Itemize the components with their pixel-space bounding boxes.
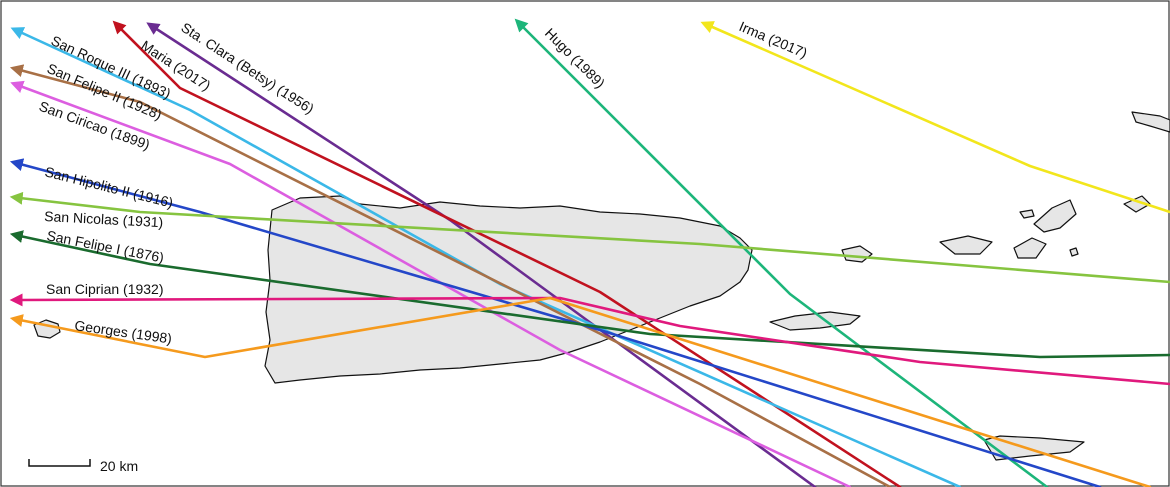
track-san-ciriaco: [10, 80, 852, 487]
track-san-roque: [10, 27, 962, 487]
st-john-island: [1013, 237, 1047, 259]
vieques-island: [769, 311, 861, 331]
track-san-nicolas: [9, 191, 1170, 284]
scale-bar-label: 20 km: [100, 458, 138, 474]
track-san-ciprian: [9, 293, 1170, 386]
scale-bar: 20 km: [28, 458, 138, 474]
land-masses: [33, 111, 1170, 461]
track-maria: [112, 20, 902, 487]
st-thomas-island: [939, 235, 993, 255]
scale-bar-line: [28, 459, 91, 467]
islet-small-2: [1069, 247, 1079, 257]
track-hugo: [514, 18, 1049, 487]
track-san-felipe-ii: [9, 64, 892, 487]
label-san-nicolas: San Nicolas (1931): [44, 208, 164, 230]
track-georges: [9, 296, 1152, 487]
hurricane-tracks: [9, 18, 1170, 487]
puerto-rico-island: [264, 195, 753, 384]
track-san-hipolito: [9, 158, 1102, 487]
track-san-felipe-i: [9, 230, 1170, 359]
anegada-island: [1131, 111, 1170, 133]
label-san-ciprian: San Ciprian (1932): [46, 281, 164, 297]
islet-small-3: [1123, 195, 1151, 213]
islet-small-1: [1019, 209, 1035, 219]
tortola-island: [1033, 199, 1077, 233]
track-irma: [700, 21, 1170, 214]
